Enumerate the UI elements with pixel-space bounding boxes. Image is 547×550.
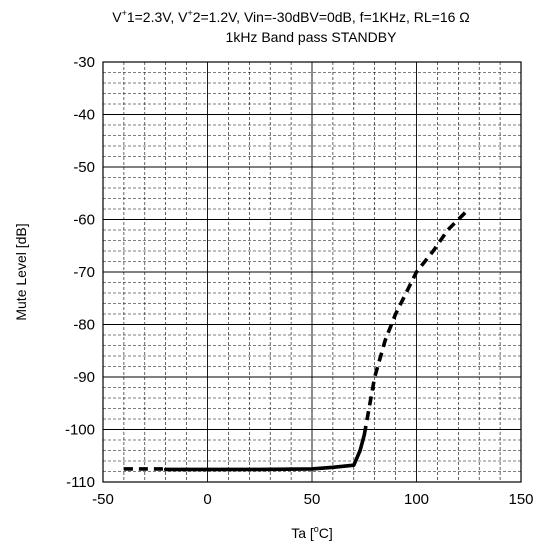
x-tick-label: -50: [92, 491, 114, 508]
data-series: [123, 207, 471, 472]
x-tick-label: 150: [508, 491, 533, 508]
chart-title-line2: 1kHz Band pass STANDBY: [226, 29, 398, 45]
plot-frame: [102, 61, 522, 483]
x-tick-label: 100: [404, 491, 429, 508]
x-tick-labels: -50 0 50 100 150: [92, 491, 533, 508]
y-tick-label: -90: [73, 369, 95, 386]
y-tick-label: -100: [65, 422, 95, 439]
x-axis-title: Ta [oC]: [291, 524, 333, 541]
y-tick-label: -40: [73, 107, 95, 124]
series-line-3: [362, 207, 471, 436]
y-tick-labels: -30 -40 -50 -60 -70 -80 -90 -100 -110: [65, 54, 95, 491]
x-tick-label: 0: [203, 491, 211, 508]
series-line-2: [163, 432, 367, 472]
x-tick-label: 50: [304, 491, 321, 508]
y-tick-label: -30: [73, 54, 95, 71]
y-tick-label: -70: [73, 264, 95, 281]
y-tick-label: -60: [73, 212, 95, 229]
y-tick-label: -80: [73, 317, 95, 334]
y-axis-title: Mute Level [dB]: [13, 223, 29, 320]
y-tick-label: -50: [73, 159, 95, 176]
chart-title-line1: V+1=2.3V, V+2=1.2V, Vin=-30dBV=0dB, f=1K…: [112, 8, 470, 25]
y-tick-label: -110: [66, 474, 95, 491]
